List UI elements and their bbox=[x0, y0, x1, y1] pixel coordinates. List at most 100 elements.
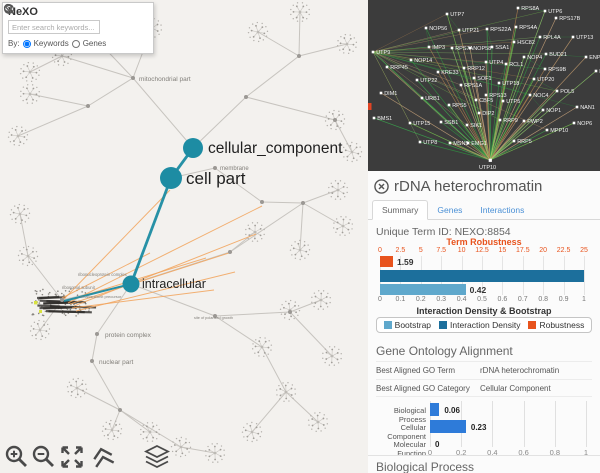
go-category-label: Best Aligned GO Category bbox=[376, 383, 470, 393]
refresh-icon[interactable] bbox=[3, 3, 15, 15]
gene-node[interactable] bbox=[372, 116, 376, 120]
term-node-intracellular[interactable] bbox=[122, 275, 140, 293]
gene-label: RPS1A bbox=[464, 83, 482, 89]
chevron-down-icon[interactable] bbox=[3, 3, 15, 15]
gene-node[interactable] bbox=[543, 9, 547, 13]
fit-to-screen-button[interactable] bbox=[59, 444, 85, 470]
gene-node[interactable] bbox=[477, 111, 481, 115]
gene-node[interactable] bbox=[571, 35, 575, 39]
gene-node[interactable] bbox=[484, 93, 488, 97]
layers-button[interactable] bbox=[144, 444, 170, 470]
gene-label: ENP1 bbox=[589, 55, 600, 61]
gene-node[interactable] bbox=[415, 78, 419, 82]
radio-keywords-label[interactable]: Keywords bbox=[33, 39, 69, 48]
gene-label: RPS13 bbox=[489, 93, 506, 99]
gene-node[interactable] bbox=[445, 12, 449, 16]
gene-node[interactable] bbox=[545, 128, 549, 132]
gene-node[interactable] bbox=[371, 50, 375, 54]
gene-node[interactable] bbox=[474, 98, 478, 102]
interaction-network-panel[interactable]: UTP9 UTP7 NOP56 UTP21 RPS8A UTP6 RPS17B RPS22A R… bbox=[368, 0, 600, 171]
gene-node[interactable] bbox=[543, 67, 547, 71]
radio-keywords[interactable] bbox=[22, 39, 31, 48]
legend-item[interactable]: Bootstrap bbox=[383, 320, 431, 330]
tree-label: ribosomal subunit bbox=[62, 285, 96, 290]
ontology-canvas[interactable]: mitochondrial part membrane protein comple… bbox=[0, 0, 368, 473]
close-icon[interactable] bbox=[374, 179, 389, 194]
search-by-label: By: bbox=[8, 39, 20, 48]
gene-node[interactable] bbox=[512, 139, 516, 143]
gene-node[interactable] bbox=[484, 60, 488, 64]
tree-svg[interactable]: mitochondrial part membrane protein comple… bbox=[0, 0, 368, 473]
gene-label: RPS5 bbox=[452, 103, 466, 109]
legend-item[interactable]: Robustness bbox=[528, 320, 584, 330]
gene-node[interactable] bbox=[465, 123, 469, 127]
gene-node[interactable] bbox=[485, 27, 489, 31]
gene-node[interactable] bbox=[572, 121, 576, 125]
gene-node[interactable] bbox=[575, 105, 579, 109]
gene-node[interactable] bbox=[450, 46, 454, 50]
bar-robustness bbox=[380, 256, 393, 267]
go-term-value: rDNA heterochromatin bbox=[480, 366, 560, 375]
gene-node[interactable] bbox=[448, 141, 452, 145]
gene-node[interactable] bbox=[488, 158, 492, 162]
zoom-in-button[interactable] bbox=[4, 444, 30, 470]
gene-node[interactable] bbox=[501, 99, 505, 103]
go-chart-category: Molecular Function bbox=[393, 440, 426, 458]
tab-genes[interactable]: Genes bbox=[437, 205, 463, 215]
zoom-out-button[interactable] bbox=[31, 444, 57, 470]
gene-node[interactable] bbox=[466, 141, 470, 145]
tab-summary[interactable]: Summary bbox=[372, 200, 429, 220]
gene-node[interactable] bbox=[498, 118, 502, 122]
go-alignment-table: Best Aligned GO Term rDNA heterochromati… bbox=[376, 361, 592, 397]
gene-node[interactable] bbox=[538, 35, 542, 39]
gene-node[interactable] bbox=[468, 46, 472, 50]
gene-node[interactable] bbox=[497, 81, 501, 85]
gene-node[interactable] bbox=[532, 77, 536, 81]
robustness-chart: Term Robustness Interaction Density & Bo… bbox=[372, 237, 596, 335]
gene-node[interactable] bbox=[555, 89, 559, 93]
term-details-panel: rDNA heterochromatin Summary Genes Inter… bbox=[368, 171, 600, 473]
gene-node[interactable] bbox=[522, 55, 526, 59]
gene-node[interactable] bbox=[459, 83, 463, 87]
gene-label: UTP22 bbox=[420, 78, 437, 84]
gene-node[interactable] bbox=[439, 120, 443, 124]
gene-node[interactable] bbox=[379, 91, 383, 95]
gene-node[interactable] bbox=[409, 58, 413, 62]
gene-node[interactable] bbox=[462, 66, 466, 70]
gene-node[interactable] bbox=[457, 28, 461, 32]
gene-node[interactable] bbox=[554, 16, 558, 20]
gene-node[interactable] bbox=[522, 119, 526, 123]
gene-node[interactable] bbox=[447, 103, 451, 107]
gene-node[interactable] bbox=[541, 108, 545, 112]
gene-node[interactable] bbox=[385, 65, 389, 69]
tab-interactions[interactable]: Interactions bbox=[480, 205, 525, 215]
gene-node[interactable] bbox=[516, 6, 520, 10]
gene-node[interactable] bbox=[427, 45, 431, 49]
radio-genes-label[interactable]: Genes bbox=[82, 39, 107, 48]
gene-node[interactable] bbox=[472, 76, 476, 80]
legend-item[interactable]: Interaction Density bbox=[439, 320, 520, 330]
search-input[interactable] bbox=[8, 20, 100, 34]
term-node-cellular-component[interactable] bbox=[183, 138, 203, 158]
gene-node[interactable] bbox=[544, 52, 548, 56]
gene-node[interactable] bbox=[512, 40, 516, 44]
legend-swatch bbox=[528, 321, 537, 329]
gene-label: UTP10 bbox=[479, 165, 496, 171]
collapse-button[interactable] bbox=[87, 441, 119, 473]
gene-node[interactable] bbox=[514, 25, 518, 29]
gene-node[interactable] bbox=[594, 69, 598, 73]
gene-node[interactable] bbox=[490, 45, 494, 49]
gene-node[interactable] bbox=[408, 121, 412, 125]
gene-node[interactable] bbox=[584, 55, 588, 59]
radio-genes[interactable] bbox=[71, 39, 80, 48]
gene-node[interactable] bbox=[528, 93, 532, 97]
tree-label: ribonucleoprotein complex bbox=[78, 272, 128, 277]
gene-node[interactable] bbox=[424, 26, 428, 30]
term-node-cell-part[interactable] bbox=[160, 167, 182, 189]
gene-node[interactable] bbox=[418, 140, 422, 144]
gene-label: NOC4 bbox=[533, 93, 548, 99]
gene-node[interactable] bbox=[420, 96, 424, 100]
gene-node[interactable] bbox=[504, 62, 508, 66]
gene-node[interactable] bbox=[436, 70, 440, 74]
